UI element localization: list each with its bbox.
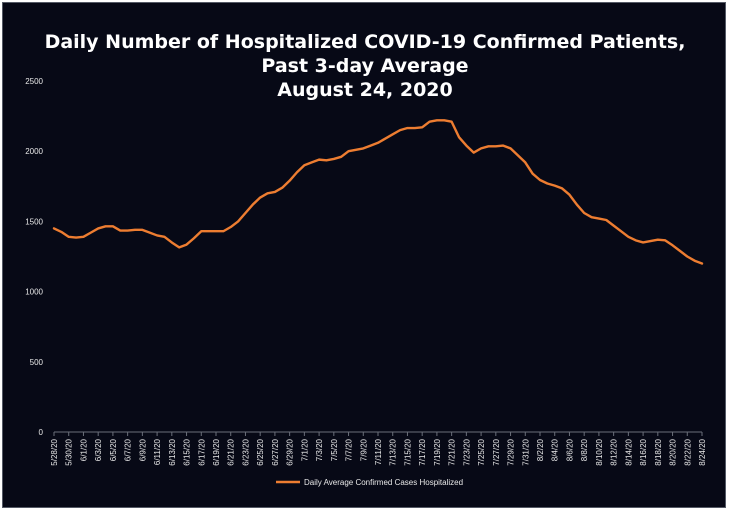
- y-tick-label: 2000: [25, 147, 43, 156]
- x-axis-ticks: [53, 432, 703, 436]
- x-tick-label: 6/5/20: [109, 438, 118, 461]
- x-tick-label: 7/1/20: [300, 438, 309, 461]
- x-tick-label: 7/31/20: [521, 438, 530, 465]
- x-tick-label: 7/15/20: [403, 438, 412, 465]
- x-tick-label: 6/17/20: [197, 438, 206, 465]
- x-tick-label: 8/4/20: [551, 438, 560, 461]
- x-tick-label: 7/11/20: [374, 438, 383, 465]
- x-tick-label: 8/12/20: [610, 438, 619, 465]
- y-tick-label: 1000: [25, 288, 43, 297]
- x-tick-label: 7/13/20: [389, 438, 398, 465]
- x-tick-label: 8/6/20: [565, 438, 574, 461]
- x-tick-label: 7/3/20: [315, 438, 324, 461]
- x-tick-label: 8/20/20: [669, 438, 678, 465]
- chart-title-line-1: Daily Number of Hospitalized COVID-19 Co…: [44, 31, 686, 53]
- x-tick-label: 6/15/20: [183, 438, 192, 465]
- x-tick-label: 8/8/20: [580, 438, 589, 461]
- x-tick-label: 6/19/20: [212, 438, 221, 465]
- legend-label: Daily Average Confirmed Cases Hospitaliz…: [304, 478, 463, 487]
- x-tick-label: 6/7/20: [124, 438, 133, 461]
- x-tick-label: 7/23/20: [462, 438, 471, 465]
- x-tick-label: 7/7/20: [345, 438, 354, 461]
- x-axis-tick-labels: 5/28/20 5/30/20 6/1/20 6/3/20 6/5/20 6/7/20 6/…: [50, 438, 707, 465]
- x-tick-label: 6/27/20: [271, 438, 280, 465]
- x-tick-label: 7/9/20: [359, 438, 368, 461]
- x-tick-label: 7/21/20: [448, 438, 457, 465]
- chart-title-line-3: August 24, 2020: [277, 79, 453, 101]
- y-tick-label: 2500: [25, 77, 43, 86]
- x-tick-label: 8/16/20: [639, 438, 648, 465]
- x-tick-label: 6/21/20: [227, 438, 236, 465]
- y-tick-label: 500: [30, 358, 44, 367]
- x-tick-label: 8/22/20: [683, 438, 692, 465]
- x-tick-label: 7/19/20: [433, 438, 442, 465]
- x-tick-label: 6/1/20: [79, 438, 88, 461]
- x-tick-label: 6/9/20: [138, 438, 147, 461]
- series-line-hospitalized: [52, 119, 704, 265]
- x-tick-label: 5/30/20: [65, 438, 74, 465]
- x-tick-label: 6/13/20: [168, 438, 177, 465]
- y-axis-tick-labels: 0 500 1000 1500 2000 2500: [25, 77, 43, 437]
- x-tick-label: 6/11/20: [153, 438, 162, 465]
- x-tick-label: 7/29/20: [507, 438, 516, 465]
- x-tick-label: 6/3/20: [94, 438, 103, 461]
- x-tick-label: 8/18/20: [654, 438, 663, 465]
- x-tick-label: 7/27/20: [492, 438, 501, 465]
- x-tick-label: 6/25/20: [256, 438, 265, 465]
- x-tick-label: 8/10/20: [595, 438, 604, 465]
- x-tick-label: 8/24/20: [698, 438, 707, 465]
- x-tick-label: 7/17/20: [418, 438, 427, 465]
- x-tick-label: 7/25/20: [477, 438, 486, 465]
- x-tick-label: 5/28/20: [50, 438, 59, 465]
- x-tick-label: 7/5/20: [330, 438, 339, 461]
- x-tick-label: 8/14/20: [624, 438, 633, 465]
- chart-title: Daily Number of Hospitalized COVID-19 Co…: [0, 30, 730, 102]
- chart-title-line-2: Past 3-day Average: [261, 55, 469, 77]
- y-tick-label: 0: [39, 428, 44, 437]
- x-tick-label: 6/23/20: [241, 438, 250, 465]
- y-tick-label: 1500: [25, 217, 43, 226]
- x-tick-label: 8/2/20: [536, 438, 545, 461]
- legend: Daily Average Confirmed Cases Hospitaliz…: [276, 478, 463, 487]
- x-tick-label: 6/29/20: [286, 438, 295, 465]
